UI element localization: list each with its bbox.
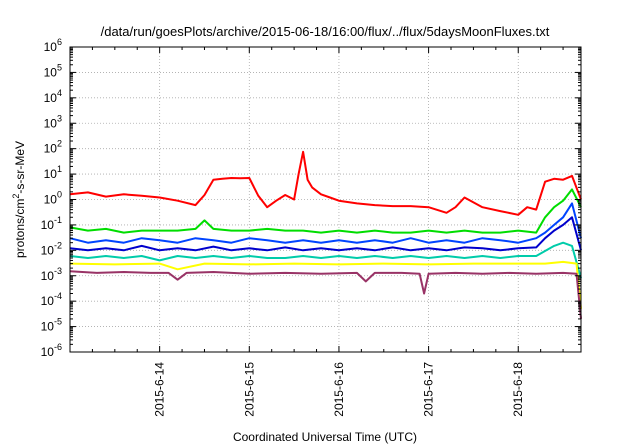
x-tick-label: 2015-6-17	[422, 362, 436, 417]
y-tick-label: 10-4	[41, 291, 62, 308]
series-line-2	[69, 202, 582, 244]
y-axis-label: protons/cm2-s-sr-MeV	[11, 141, 27, 258]
y-tick-label: 10-2	[41, 240, 62, 257]
y-tick-label: 102	[44, 139, 62, 156]
series-line-4	[69, 241, 582, 279]
x-tick-label: 2015-6-15	[242, 362, 256, 417]
y-tick-label: 103	[44, 113, 62, 130]
chart-title: /data/run/goesPlots/archive/2015-06-18/1…	[101, 24, 550, 39]
y-tick-label: 10-1	[41, 215, 62, 232]
x-tick-label: 2015-6-14	[153, 362, 167, 417]
y-axis-ticks: 10-6 10-5 10-4 10-3 10-2 10-1 100 101 102 103 104 1…	[41, 37, 581, 359]
series-line-1	[69, 188, 582, 234]
y-tick-label: 105	[44, 62, 62, 79]
series-line-5	[69, 260, 582, 309]
x-tick-label: 2015-6-18	[511, 362, 525, 417]
x-tick-label: 2015-6-16	[332, 362, 346, 417]
y-tick-label: 100	[44, 190, 62, 207]
series-lines	[69, 150, 582, 319]
series-line-0	[69, 150, 582, 216]
series-line-6	[69, 270, 582, 319]
y-tick-label: 101	[44, 164, 62, 181]
y-tick-label: 104	[44, 88, 62, 105]
x-axis-ticks: 2015-6-14 2015-6-15 2015-6-16 2015-6-17 2015…	[91, 47, 564, 417]
series-line-3	[69, 216, 582, 252]
y-tick-label: 10-5	[41, 317, 62, 334]
y-tick-label: 10-6	[41, 342, 62, 359]
grid	[70, 47, 581, 352]
x-axis-label: Coordinated Universal Time (UTC)	[233, 430, 417, 444]
y-tick-label: 106	[44, 37, 62, 54]
y-tick-label: 10-3	[41, 266, 62, 283]
